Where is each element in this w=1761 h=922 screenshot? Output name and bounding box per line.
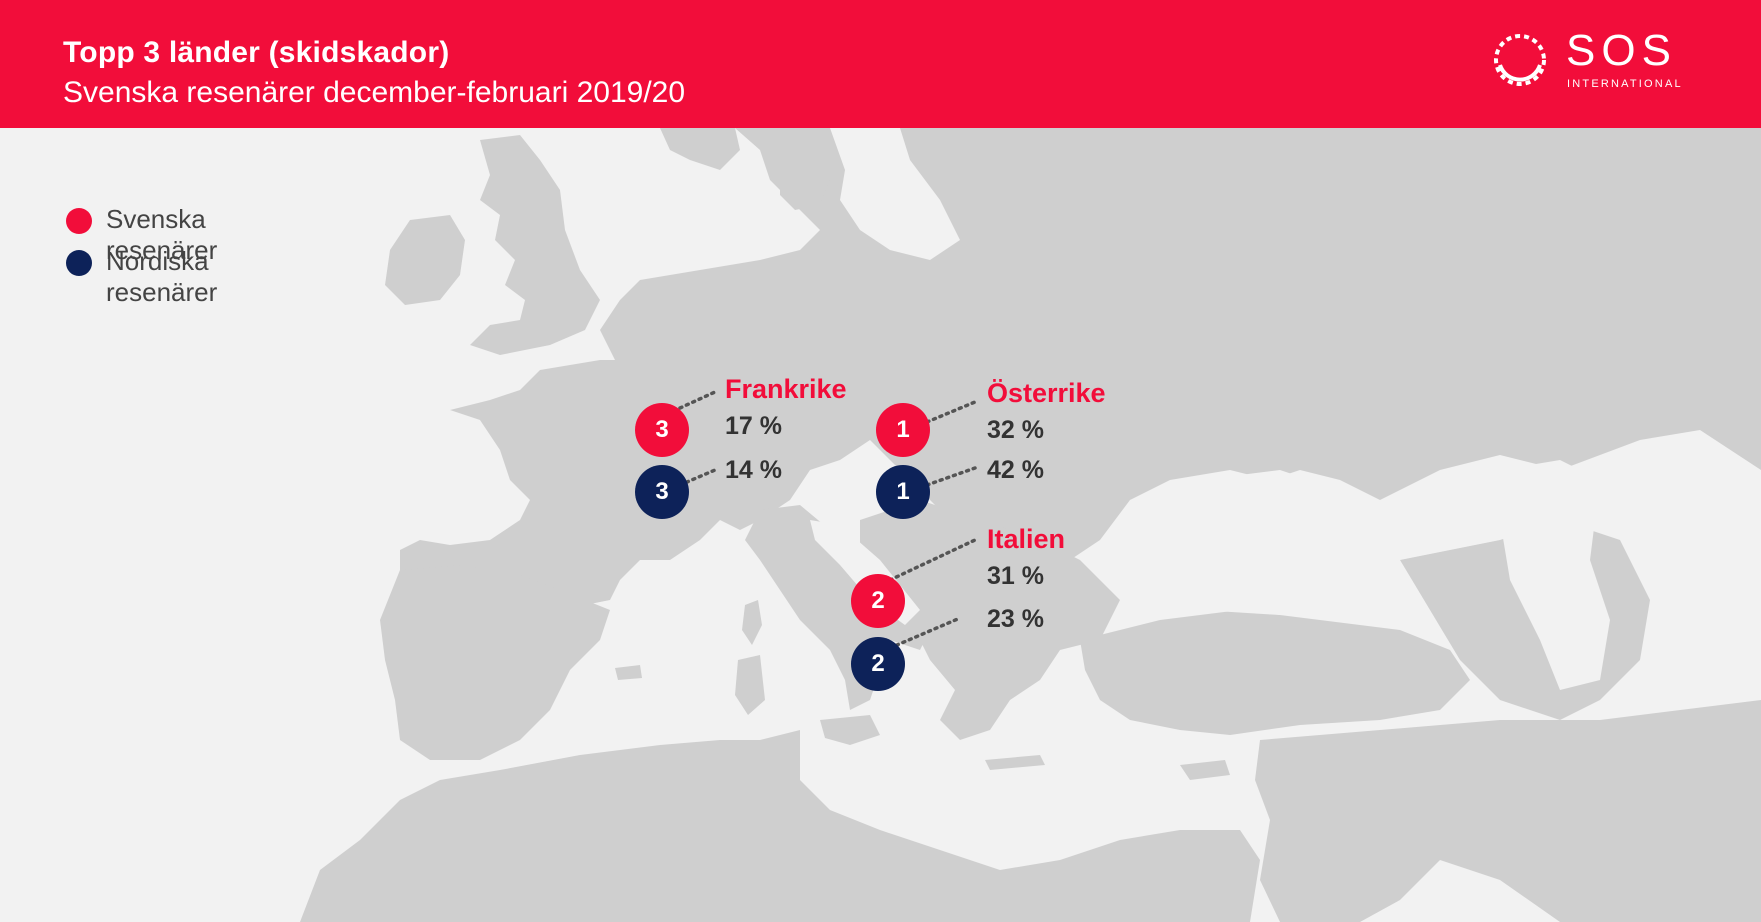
land-ireland <box>385 215 465 305</box>
austria-swedish-rank-badge: 1 <box>876 403 930 457</box>
legend-label-nordic: Nordiska resenärer <box>106 246 218 307</box>
leader-france-swedish <box>678 390 717 410</box>
land-iberia <box>380 565 610 760</box>
black-sea <box>1110 470 1390 615</box>
land-norway-tip <box>660 128 740 170</box>
page-title: Topp 3 länder (skidskador) <box>63 36 450 69</box>
logo-brand-text: SOS <box>1566 26 1677 75</box>
france-nordic-rank-badge: 3 <box>635 465 689 519</box>
europe-map <box>300 128 1761 922</box>
france-swedish-rank-badge: 3 <box>635 403 689 457</box>
baltic-sea <box>830 128 960 260</box>
legend-swatch-swedish <box>66 208 92 234</box>
italy-swedish-percent: 31 % <box>987 562 1044 590</box>
italy-swedish-rank-badge: 2 <box>851 574 905 628</box>
austria-swedish-percent: 32 % <box>987 416 1044 444</box>
france-swedish-percent: 17 % <box>725 412 782 440</box>
land-crete <box>985 755 1045 770</box>
italy-country-label: Italien <box>987 524 1066 554</box>
header-banner: Topp 3 länder (skidskador) Svenska resen… <box>0 0 1761 128</box>
france-country-label: Frankrike <box>725 374 847 404</box>
land-middle-east <box>1255 700 1761 922</box>
legend-swatch-nordic <box>66 250 92 276</box>
land-scandinavia <box>600 128 1761 620</box>
austria-nordic-percent: 42 % <box>987 456 1044 484</box>
italy-nordic-percent: 23 % <box>987 605 1044 633</box>
austria-nordic-rank-badge: 1 <box>876 465 930 519</box>
leader-italy-nordic <box>888 616 962 650</box>
france-nordic-percent: 14 % <box>725 456 782 484</box>
leader-austria-swedish <box>925 400 977 424</box>
caspian-sea <box>1500 460 1610 690</box>
land-denmark <box>780 165 830 210</box>
land-sardinia <box>735 655 765 715</box>
page-subtitle: Svenska resenärer december-februari 2019… <box>63 76 686 109</box>
land-balearics <box>615 665 642 680</box>
land-turkey <box>1080 610 1470 735</box>
sos-international-logo: SOS INTERNATIONAL <box>1490 26 1710 90</box>
land-great-britain <box>470 135 600 355</box>
land-sicily <box>820 715 880 745</box>
land-balkans <box>860 500 1120 740</box>
leader-italy-swedish <box>888 538 977 582</box>
land-cyprus <box>1180 760 1230 780</box>
italy-nordic-rank-badge: 2 <box>851 637 905 691</box>
logo-ring-icon <box>1494 34 1546 86</box>
leader-austria-nordic <box>925 466 977 487</box>
logo-sub-text: INTERNATIONAL <box>1567 78 1683 90</box>
legend-label-swedish: Svenska resenärer <box>106 204 218 265</box>
land-north-africa <box>300 730 1260 922</box>
austria-country-label: Österrike <box>987 378 1106 408</box>
water-bodies <box>810 128 1610 690</box>
land-corsica <box>742 600 762 645</box>
